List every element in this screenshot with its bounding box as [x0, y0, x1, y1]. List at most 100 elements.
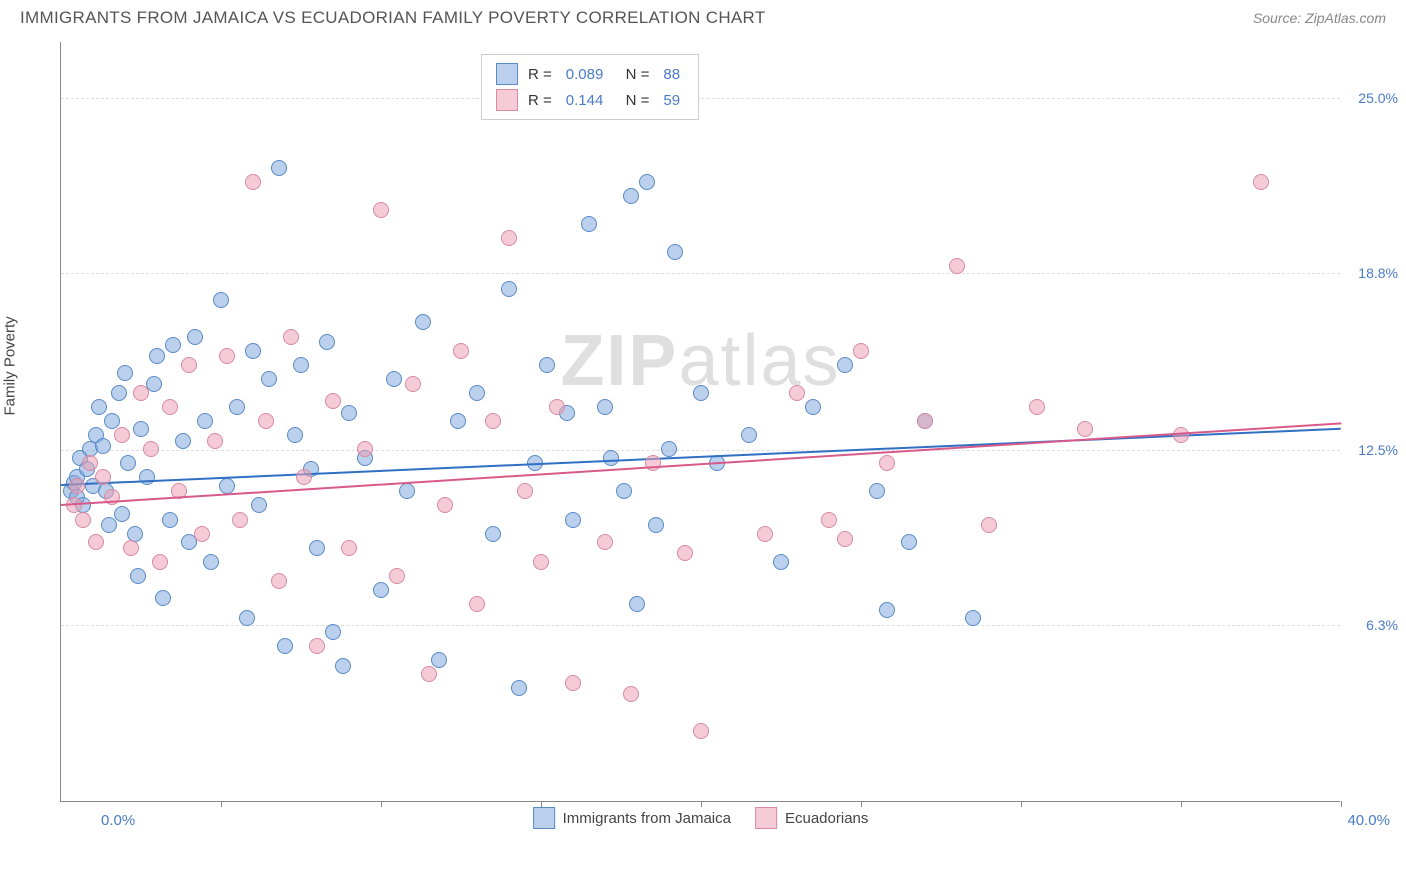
data-point: [421, 666, 437, 682]
data-point: [149, 348, 165, 364]
data-point: [597, 534, 613, 550]
y-axis-label: Family Poverty: [2, 316, 19, 415]
chart-container: Family Poverty ZIPatlas R = 0.089 N = 88…: [20, 32, 1386, 822]
data-point: [399, 483, 415, 499]
data-point: [661, 441, 677, 457]
data-point: [181, 357, 197, 373]
data-point: [258, 413, 274, 429]
data-point: [69, 478, 85, 494]
chart-title: IMMIGRANTS FROM JAMAICA VS ECUADORIAN FA…: [20, 8, 766, 28]
data-point: [309, 638, 325, 654]
data-point: [837, 357, 853, 373]
data-point: [565, 512, 581, 528]
data-point: [162, 512, 178, 528]
data-point: [917, 413, 933, 429]
data-point: [219, 478, 235, 494]
data-point: [517, 483, 533, 499]
y-tick-label: 25.0%: [1358, 90, 1398, 106]
legend-item-jamaica: Immigrants from Jamaica: [533, 807, 731, 829]
gridline: [61, 450, 1340, 451]
gridline: [61, 273, 1340, 274]
swatch-ecuadorians-bottom: [755, 807, 777, 829]
trend-line: [61, 422, 1341, 506]
data-point: [623, 686, 639, 702]
data-point: [309, 540, 325, 556]
data-point: [319, 334, 335, 350]
swatch-jamaica-bottom: [533, 807, 555, 829]
data-point: [639, 174, 655, 190]
data-point: [901, 534, 917, 550]
data-point: [104, 413, 120, 429]
data-point: [821, 512, 837, 528]
data-point: [965, 610, 981, 626]
gridline: [61, 98, 1340, 99]
data-point: [389, 568, 405, 584]
data-point: [693, 723, 709, 739]
data-point: [152, 554, 168, 570]
data-point: [853, 343, 869, 359]
x-tick: [1341, 801, 1342, 807]
data-point: [95, 438, 111, 454]
data-point: [261, 371, 277, 387]
y-tick-label: 6.3%: [1366, 617, 1398, 633]
data-point: [629, 596, 645, 612]
data-point: [437, 497, 453, 513]
data-point: [325, 393, 341, 409]
data-point: [603, 450, 619, 466]
data-point: [239, 610, 255, 626]
data-point: [101, 517, 117, 533]
data-point: [117, 365, 133, 381]
data-point: [539, 357, 555, 373]
x-tick: [1021, 801, 1022, 807]
data-point: [203, 554, 219, 570]
data-point: [123, 540, 139, 556]
data-point: [581, 216, 597, 232]
data-point: [757, 526, 773, 542]
data-point: [1029, 399, 1045, 415]
swatch-jamaica: [496, 63, 518, 85]
data-point: [219, 348, 235, 364]
data-point: [469, 385, 485, 401]
x-tick: [541, 801, 542, 807]
y-tick-label: 18.8%: [1358, 265, 1398, 281]
data-point: [648, 517, 664, 533]
data-point: [194, 526, 210, 542]
data-point: [75, 512, 91, 528]
data-point: [335, 658, 351, 674]
x-max-label: 40.0%: [1347, 812, 1390, 829]
chart-source: Source: ZipAtlas.com: [1253, 10, 1386, 26]
data-point: [949, 258, 965, 274]
data-point: [645, 455, 661, 471]
data-point: [120, 455, 136, 471]
data-point: [82, 455, 98, 471]
x-tick: [701, 801, 702, 807]
data-point: [485, 413, 501, 429]
data-point: [95, 469, 111, 485]
data-point: [533, 554, 549, 570]
data-point: [741, 427, 757, 443]
data-point: [114, 427, 130, 443]
data-point: [133, 385, 149, 401]
data-point: [197, 413, 213, 429]
plot-area: ZIPatlas R = 0.089 N = 88 R = 0.144 N = …: [60, 42, 1340, 802]
data-point: [213, 292, 229, 308]
swatch-ecuadorians: [496, 89, 518, 111]
data-point: [245, 174, 261, 190]
data-point: [133, 421, 149, 437]
data-point: [207, 433, 223, 449]
data-point: [175, 433, 191, 449]
data-point: [277, 638, 293, 654]
data-point: [869, 483, 885, 499]
data-point: [565, 675, 581, 691]
data-point: [501, 281, 517, 297]
data-point: [232, 512, 248, 528]
data-point: [325, 624, 341, 640]
x-min-label: 0.0%: [101, 812, 135, 829]
legend-bottom: Immigrants from Jamaica Ecuadorians: [533, 807, 869, 829]
data-point: [139, 469, 155, 485]
data-point: [296, 469, 312, 485]
legend-row-jamaica: R = 0.089 N = 88: [496, 61, 684, 87]
data-point: [415, 314, 431, 330]
data-point: [616, 483, 632, 499]
chart-header: IMMIGRANTS FROM JAMAICA VS ECUADORIAN FA…: [0, 0, 1406, 32]
